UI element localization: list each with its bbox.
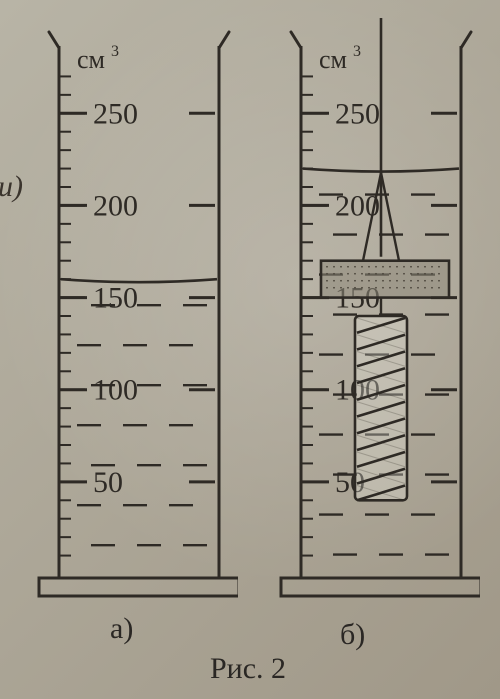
page-background: и) см 3 50 100 150 200 250 см 3 50 100 150 200 250 а…	[0, 0, 500, 699]
svg-text:100: 100	[93, 374, 138, 407]
svg-text:см: см	[77, 45, 105, 74]
cropped-edge-text: и)	[0, 170, 23, 204]
panel-a-label: а)	[110, 612, 133, 646]
svg-text:250: 250	[335, 97, 380, 130]
cylinder-b-svg: см350100150200250	[270, 18, 480, 618]
svg-text:3: 3	[353, 43, 361, 60]
svg-text:50: 50	[93, 466, 123, 499]
svg-text:250: 250	[93, 97, 138, 130]
svg-text:3: 3	[111, 43, 119, 60]
svg-text:200: 200	[93, 189, 138, 222]
figure-caption: Рис. 2	[210, 652, 286, 686]
cylinder-a-svg: см 3 50 100 150 200 250	[28, 18, 238, 618]
svg-text:см: см	[319, 45, 347, 74]
svg-text:150: 150	[93, 282, 138, 315]
panel-b-label: б)	[340, 618, 365, 652]
cylinder-a: см 3 50 100 150 200 250	[28, 18, 238, 618]
cylinder-b: см350100150200250	[270, 18, 480, 618]
